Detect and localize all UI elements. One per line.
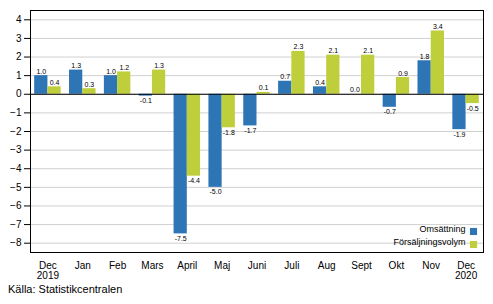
svg-text:0.9: 0.9	[398, 70, 408, 77]
svg-text:1: 1	[16, 70, 22, 81]
svg-text:1.2: 1.2	[119, 64, 129, 71]
svg-text:Maj: Maj	[214, 260, 230, 271]
svg-text:4: 4	[16, 14, 22, 25]
svg-text:Dec2019: Dec2019	[37, 260, 60, 281]
svg-text:0: 0	[16, 88, 22, 99]
svg-text:−5: −5	[10, 182, 22, 193]
svg-text:0.3: 0.3	[85, 81, 95, 88]
svg-text:1.0: 1.0	[36, 68, 46, 75]
svg-text:Juni: Juni	[248, 260, 266, 271]
svg-text:-1.8: -1.8	[223, 129, 235, 136]
svg-text:3: 3	[16, 33, 22, 44]
svg-text:−2: −2	[10, 126, 22, 137]
svg-text:−8: −8	[10, 237, 22, 248]
svg-text:-7.5: -7.5	[175, 235, 187, 242]
svg-text:Omsättning: Omsättning	[419, 224, 465, 234]
svg-text:0.0: 0.0	[350, 86, 360, 93]
svg-text:Nov: Nov	[422, 260, 440, 271]
svg-text:Mars: Mars	[141, 260, 163, 271]
svg-text:-1.9: -1.9	[453, 131, 465, 138]
svg-text:1.0: 1.0	[106, 68, 116, 75]
svg-text:−1: −1	[10, 107, 22, 118]
svg-text:Jan: Jan	[75, 260, 91, 271]
svg-text:−7: −7	[10, 219, 22, 230]
svg-text:−3: −3	[10, 144, 22, 155]
svg-text:−6: −6	[10, 200, 22, 211]
svg-text:-0.5: -0.5	[467, 105, 479, 112]
svg-text:0.4: 0.4	[50, 79, 60, 86]
svg-text:0.1: 0.1	[259, 84, 269, 91]
svg-text:Dec2020: Dec2020	[455, 260, 478, 281]
svg-text:Okt: Okt	[389, 260, 405, 271]
svg-text:April: April	[177, 260, 197, 271]
svg-text:1.3: 1.3	[154, 62, 164, 69]
svg-text:Juli: Juli	[284, 260, 299, 271]
svg-text:-0.7: -0.7	[384, 108, 396, 115]
svg-text:1.3: 1.3	[71, 62, 81, 69]
svg-text:2.3: 2.3	[294, 43, 304, 50]
svg-text:3.4: 3.4	[433, 23, 443, 30]
svg-text:-5.0: -5.0	[210, 188, 222, 195]
svg-text:Aug: Aug	[318, 260, 336, 271]
svg-text:Försäljningsvolym: Försäljningsvolym	[393, 237, 465, 247]
svg-text:1.8: 1.8	[420, 53, 430, 60]
svg-text:Feb: Feb	[109, 260, 127, 271]
html-text:Källa: Statistikcentralen: Källa: Statistikcentralen	[8, 283, 123, 295]
svg-text:-1.7: -1.7	[244, 127, 256, 134]
svg-text:−4: −4	[10, 163, 22, 174]
svg-text:Sept: Sept	[351, 260, 372, 271]
svg-text:2: 2	[16, 51, 22, 62]
svg-text:2.1: 2.1	[363, 47, 373, 54]
svg-text:0.4: 0.4	[315, 79, 325, 86]
svg-text:0.7: 0.7	[280, 73, 290, 80]
svg-text:2.1: 2.1	[328, 47, 338, 54]
svg-text:-4.4: -4.4	[188, 177, 200, 184]
svg-text:-0.1: -0.1	[140, 97, 152, 104]
